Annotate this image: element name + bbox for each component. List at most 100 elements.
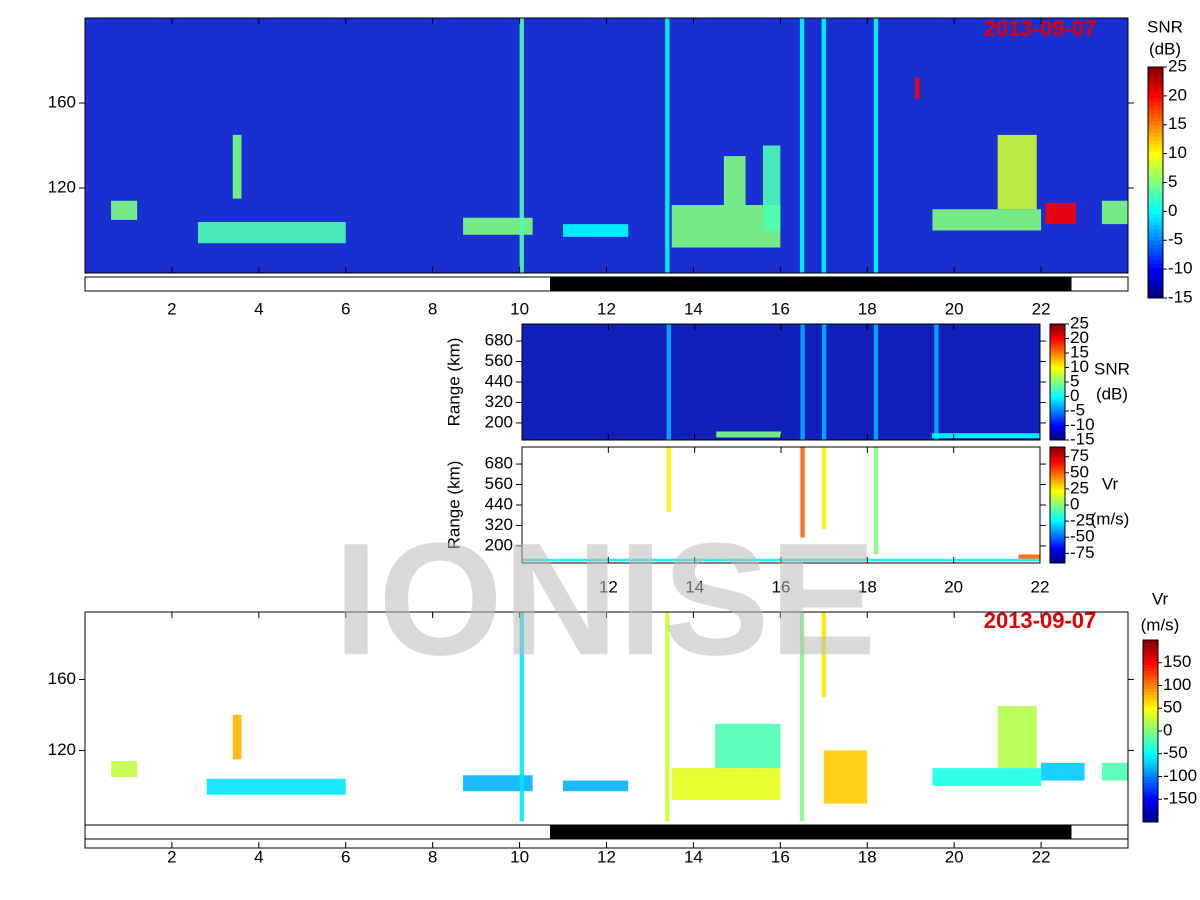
colorbar-slice xyxy=(1143,643,1158,647)
echo xyxy=(723,156,746,205)
colorbar-slice xyxy=(1050,505,1065,508)
y-axis-label: Range (km) xyxy=(444,338,463,427)
colorbar-slice xyxy=(1148,97,1163,103)
colorbar-slice xyxy=(1050,391,1065,395)
colorbar-slice xyxy=(1050,360,1065,364)
echo xyxy=(563,224,629,237)
colorbar-slice xyxy=(1148,271,1163,276)
colorbar-slice xyxy=(1050,335,1065,339)
y-tick-label: 560 xyxy=(485,474,513,493)
y-tick-label: 440 xyxy=(485,494,513,513)
colorbar-slice xyxy=(1148,244,1163,249)
colorbar-slice xyxy=(1148,151,1163,157)
colorbar-slice xyxy=(1050,393,1065,397)
x-tick-label: 20 xyxy=(945,299,964,318)
colorbar-slice xyxy=(1050,358,1065,362)
colorbar-slice xyxy=(1050,493,1065,496)
echo xyxy=(1101,200,1128,225)
colorbar-slice xyxy=(1148,67,1163,72)
colorbar-slice xyxy=(1148,74,1163,80)
colorbar-slice xyxy=(1143,670,1158,674)
colorbar-slice xyxy=(1050,327,1065,331)
y-tick-label: 560 xyxy=(485,351,513,370)
colorbar-tick-label: 20 xyxy=(1070,328,1089,347)
colorbar-slice xyxy=(1143,640,1158,644)
colorbar-tick-label: 0 xyxy=(1163,720,1172,739)
colorbar-slice xyxy=(1143,682,1158,686)
x-tick-label: 12 xyxy=(597,847,616,866)
colorbar-slice xyxy=(1148,267,1163,272)
colorbar-slice xyxy=(1143,779,1158,784)
colorbar-slice xyxy=(1050,497,1065,500)
colorbar-slice xyxy=(1148,205,1163,210)
colorbar-slice xyxy=(1050,339,1065,342)
colorbar-slice xyxy=(1050,466,1065,469)
echo xyxy=(821,18,826,273)
colorbar-slice xyxy=(1050,432,1065,435)
colorbar-label: Vr xyxy=(1102,474,1119,493)
echo xyxy=(1045,202,1076,225)
colorbar-slice xyxy=(1143,661,1158,665)
colorbar-slice xyxy=(1143,694,1158,699)
colorbar-tick-label: 5 xyxy=(1168,172,1177,191)
colorbar-slice xyxy=(1143,721,1158,726)
colorbar-slice xyxy=(1148,221,1163,226)
x-tick-label: 18 xyxy=(858,299,877,318)
colorbar-slice xyxy=(1050,364,1065,368)
colorbar-slice xyxy=(1148,120,1163,126)
colorbar-tick-label: -50 xyxy=(1163,743,1188,762)
colorbar-tick-label: 50 xyxy=(1163,698,1182,717)
colorbar-slice xyxy=(1050,499,1065,502)
colorbar-slice xyxy=(1050,543,1065,547)
y-tick-label: 680 xyxy=(485,331,513,350)
colorbar-slice xyxy=(1148,70,1163,76)
echo xyxy=(932,768,1042,786)
x-tick-label: 10 xyxy=(510,847,529,866)
colorbar-slice xyxy=(1143,743,1158,747)
echo xyxy=(1018,554,1040,559)
colorbar-slice xyxy=(1143,773,1158,777)
colorbar-slice xyxy=(1148,240,1163,245)
echo xyxy=(232,714,242,760)
colorbar-slice xyxy=(1143,724,1158,729)
colorbar-tick-label: 20 xyxy=(1168,85,1187,104)
colorbar-slice xyxy=(1143,679,1158,683)
colorbar-slice xyxy=(1050,412,1065,416)
colorbar-slice xyxy=(1050,387,1065,391)
colorbar-slice xyxy=(1148,78,1163,83)
x-tick-label: 10 xyxy=(510,299,529,318)
colorbar-slice xyxy=(1148,182,1163,187)
colorbar-slice xyxy=(1050,553,1065,556)
colorbar-tick-label: -15 xyxy=(1070,429,1095,448)
colorbar-slice xyxy=(1050,464,1065,467)
y-tick-label: 160 xyxy=(48,92,76,111)
echo xyxy=(997,134,1037,210)
colorbar-slice xyxy=(1143,791,1158,796)
colorbar-slice xyxy=(1143,740,1158,744)
echo xyxy=(821,612,826,698)
colorbar-slice xyxy=(1050,528,1065,531)
colorbar-slice xyxy=(1050,460,1065,463)
colorbar-slice xyxy=(1148,163,1163,168)
colorbar-slice xyxy=(1143,755,1158,759)
echo xyxy=(111,761,138,778)
y-axis-label: Range (km) xyxy=(444,461,463,550)
colorbar-slice xyxy=(1148,178,1163,183)
colorbar-slice xyxy=(1143,685,1158,690)
colorbar-slice xyxy=(1143,788,1158,793)
colorbar-slice xyxy=(1148,228,1163,234)
colorbar-slice xyxy=(1050,403,1065,406)
colorbar-slice xyxy=(1050,353,1065,356)
colorbar-slice xyxy=(1148,109,1163,114)
colorbar-slice xyxy=(1143,815,1158,820)
x-tick-label: 4 xyxy=(254,847,263,866)
colorbar-slice xyxy=(1050,549,1065,552)
colorbar-slice xyxy=(1050,534,1065,537)
colorbar-slice xyxy=(1050,383,1065,387)
x-tick-label: 16 xyxy=(771,847,790,866)
colorbar-tick-label: 25 xyxy=(1168,56,1187,75)
colorbar-slice xyxy=(1050,476,1065,479)
colorbar-slice xyxy=(1050,450,1065,454)
colorbar-slice xyxy=(1050,452,1065,456)
colorbar-slice xyxy=(1148,251,1163,257)
